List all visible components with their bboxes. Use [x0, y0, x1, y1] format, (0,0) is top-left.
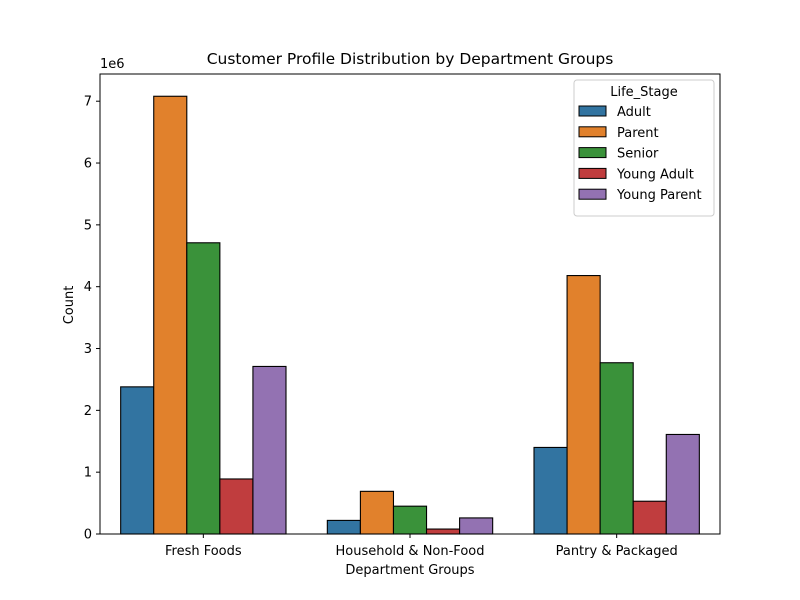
legend-swatch-senior [578, 147, 607, 159]
y-tick-label: 3 [84, 342, 92, 357]
y-tick-label: 1 [84, 466, 92, 481]
y-tick-label: 5 [84, 218, 92, 233]
bar-senior-2 [599, 362, 634, 535]
y-ticks-group: 0 1 2 3 4 5 6 7 [84, 95, 100, 543]
bar-parent-2 [566, 275, 601, 535]
legend-box [573, 79, 715, 217]
x-tick-label: Pantry & Packaged [556, 544, 678, 559]
bar-young-adult-2 [632, 500, 667, 535]
bar-senior-0 [186, 242, 221, 535]
bar-adult-1 [326, 519, 361, 535]
chart-title: Customer Profile Distribution by Departm… [207, 50, 614, 68]
x-ticks-group: Fresh Foods Household & Non-Food Pantry & … [165, 534, 678, 559]
bar-adult-0 [120, 386, 155, 535]
bar-senior-1 [392, 505, 428, 535]
legend-swatch-young-parent [578, 188, 607, 200]
y-axis-scale-label: 1e6 [100, 57, 125, 72]
legend-label: Parent [617, 126, 659, 141]
legend-label: Adult [617, 105, 651, 120]
legend-label: Senior [617, 147, 659, 162]
bar-adult-2 [533, 446, 568, 535]
legend-swatch-parent [578, 126, 607, 138]
bar-parent-0 [153, 95, 188, 535]
bar-young-parent-0 [252, 365, 287, 535]
x-tick-label: Household & Non-Food [336, 544, 485, 559]
bar-parent-1 [359, 490, 395, 535]
bar-young-adult-0 [219, 478, 254, 535]
y-tick-label: 2 [84, 404, 92, 419]
legend-label: Young Adult [616, 167, 694, 182]
y-axis-label: Count [62, 286, 77, 325]
y-tick-label: 7 [84, 95, 92, 110]
x-tick-label: Fresh Foods [165, 544, 242, 559]
legend-label: Young Parent [616, 188, 702, 203]
bar-young-parent-1 [459, 517, 494, 535]
legend-swatch-adult [578, 105, 607, 117]
bar-young-adult-1 [425, 528, 461, 535]
y-tick-label: 4 [84, 280, 92, 295]
legend-swatch-young-adult [578, 167, 607, 179]
y-tick-label: 6 [84, 157, 92, 172]
x-axis-label: Department Groups [345, 563, 474, 578]
y-tick-label: 0 [84, 528, 92, 543]
legend-title: Life_Stage [610, 85, 678, 100]
legend: Life_Stage Adult Parent Senior Young Adult Yo… [573, 79, 715, 217]
bars-group [120, 95, 700, 535]
bar-young-parent-2 [665, 433, 700, 535]
